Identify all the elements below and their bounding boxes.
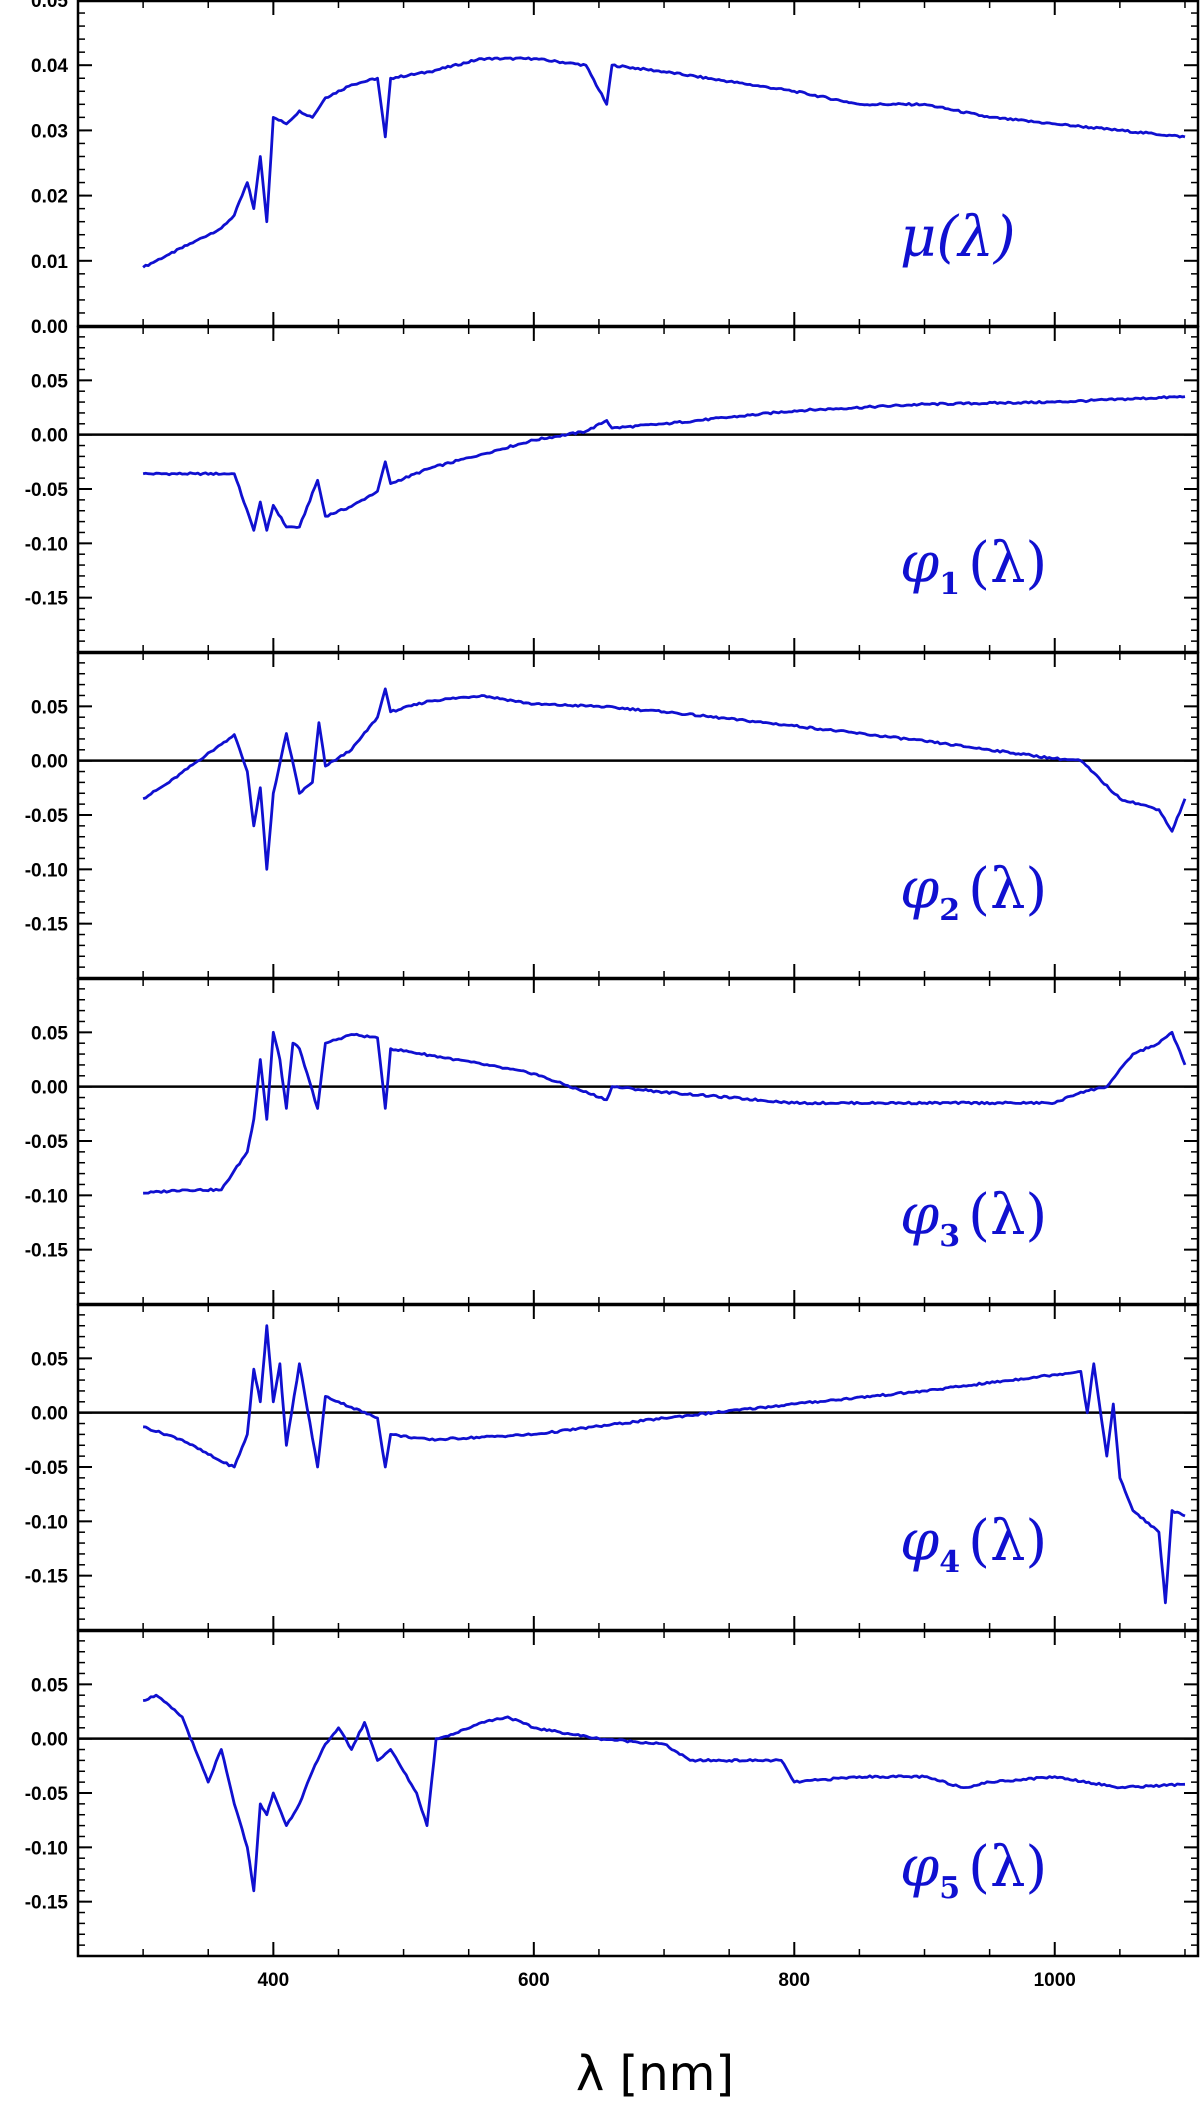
label-arg: (λ) (968, 531, 1047, 596)
y-tick-label: -0.15 (25, 915, 69, 936)
y-tick-label: -0.05 (25, 480, 69, 501)
label-subscript: 2 (939, 893, 960, 928)
series-line-4 (142, 1324, 1186, 1605)
panel-label-2: φ2 (λ) (900, 857, 1047, 928)
series-line-5 (142, 1693, 1186, 1893)
label-arg: (λ) (968, 857, 1047, 922)
x-tick-label: 400 (257, 1970, 289, 1991)
y-tick-label: -0.10 (25, 1838, 68, 1859)
y-tick-label: -0.10 (25, 1512, 68, 1533)
label-symbol: φ (900, 1183, 939, 1248)
panel-label-1: φ1 (λ) (900, 531, 1047, 602)
y-tick-label: 0.00 (31, 1730, 68, 1751)
panel-0: 0.00 0.01 0.02 0.03 0.04 0.05 μ(λ) (31, 0, 1200, 338)
series-line-1 (142, 395, 1186, 532)
y-tick-label: 0.00 (31, 317, 68, 338)
y-tick-label: -0.15 (25, 589, 69, 610)
panel-frame (76, 1303, 1200, 1632)
y-tick-label: -0.15 (25, 1893, 69, 1914)
panel-4: 0.05 0.00 -0.05 -0.10 -0.15 φ4 (λ) (25, 1303, 1200, 1632)
series-line-0 (142, 56, 1186, 269)
y-tick-label: -0.10 (25, 860, 68, 881)
y-tick-label: 0.00 (31, 426, 68, 447)
panel-frame (76, 325, 1200, 654)
y-tick-label: -0.05 (25, 1132, 69, 1153)
label-symbol: φ (900, 857, 939, 922)
panel-label-4: φ4 (λ) (900, 1509, 1047, 1580)
panel-frame (76, 1629, 1200, 1958)
y-tick-label: -0.10 (25, 534, 68, 555)
label-arg: (λ) (968, 1835, 1047, 1900)
y-tick-label: -0.15 (25, 1241, 69, 1262)
label-subscript: 4 (939, 1545, 960, 1580)
y-tick-label: 0.05 (31, 1675, 68, 1696)
panel-5: 0.05 0.00 -0.05 -0.10 -0.15 φ5 (λ) (25, 1629, 1200, 1958)
label-arg: (λ) (968, 1183, 1047, 1248)
y-tick-label: 0.05 (31, 697, 68, 718)
y-tick-label: 0.00 (31, 1078, 68, 1099)
y-tick-label: 0.00 (31, 1404, 68, 1425)
x-axis-label: λ [nm] (576, 2046, 734, 2102)
panel-frame (76, 651, 1200, 980)
panel-label-0: μ(λ) (900, 205, 1016, 270)
y-tick-label: -0.15 (25, 1567, 69, 1588)
y-tick-label: 0.03 (31, 121, 68, 142)
y-tick-label: 0.05 (31, 371, 68, 392)
y-tick-label: 0.00 (31, 752, 68, 773)
y-tick-label: 0.05 (31, 0, 68, 12)
y-tick-label: 0.05 (31, 1023, 68, 1044)
series-line-2 (142, 687, 1187, 871)
panel-label-5: φ5 (λ) (900, 1835, 1047, 1906)
panel-label-3: φ3 (λ) (900, 1183, 1047, 1254)
panel-frame (76, 977, 1200, 1306)
y-tick-label: 0.05 (31, 1349, 68, 1370)
label-symbol: φ (900, 531, 939, 596)
x-axis: 400 600 800 1000 (257, 1970, 1075, 1991)
y-tick-label: -0.10 (25, 1186, 68, 1207)
label-subscript: 3 (939, 1219, 960, 1254)
label-symbol: φ (900, 1835, 939, 1900)
y-tick-label: 0.04 (31, 56, 68, 77)
y-tick-label: -0.05 (25, 1784, 69, 1805)
y-tick-label: 0.02 (31, 187, 68, 208)
y-tick-label: -0.05 (25, 806, 69, 827)
panel-2: 0.05 0.00 -0.05 -0.10 -0.15 φ2 (λ) (25, 651, 1200, 980)
panel-1: 0.05 0.00 -0.05 -0.10 -0.15 φ1 (λ) (25, 325, 1200, 654)
series-line-3 (143, 1030, 1187, 1195)
panel-3: 0.05 0.00 -0.05 -0.10 -0.15 φ3 (λ) (25, 977, 1200, 1306)
y-tick-label: -0.05 (25, 1458, 69, 1479)
panel-frame (76, 0, 1200, 328)
label-subscript: 5 (939, 1871, 960, 1906)
label-subscript: 1 (939, 567, 960, 602)
label-symbol: φ (900, 1509, 939, 1574)
x-tick-label: 1000 (1034, 1970, 1076, 1991)
panels: 0.00 0.01 0.02 0.03 0.04 0.05 μ(λ) 0.05 0.00 -0.0… (25, 0, 1200, 1958)
y-tick-label: 0.01 (31, 252, 68, 273)
x-tick-label: 800 (778, 1970, 810, 1991)
x-tick-label: 600 (518, 1970, 550, 1991)
label-arg: (λ) (968, 1509, 1047, 1574)
